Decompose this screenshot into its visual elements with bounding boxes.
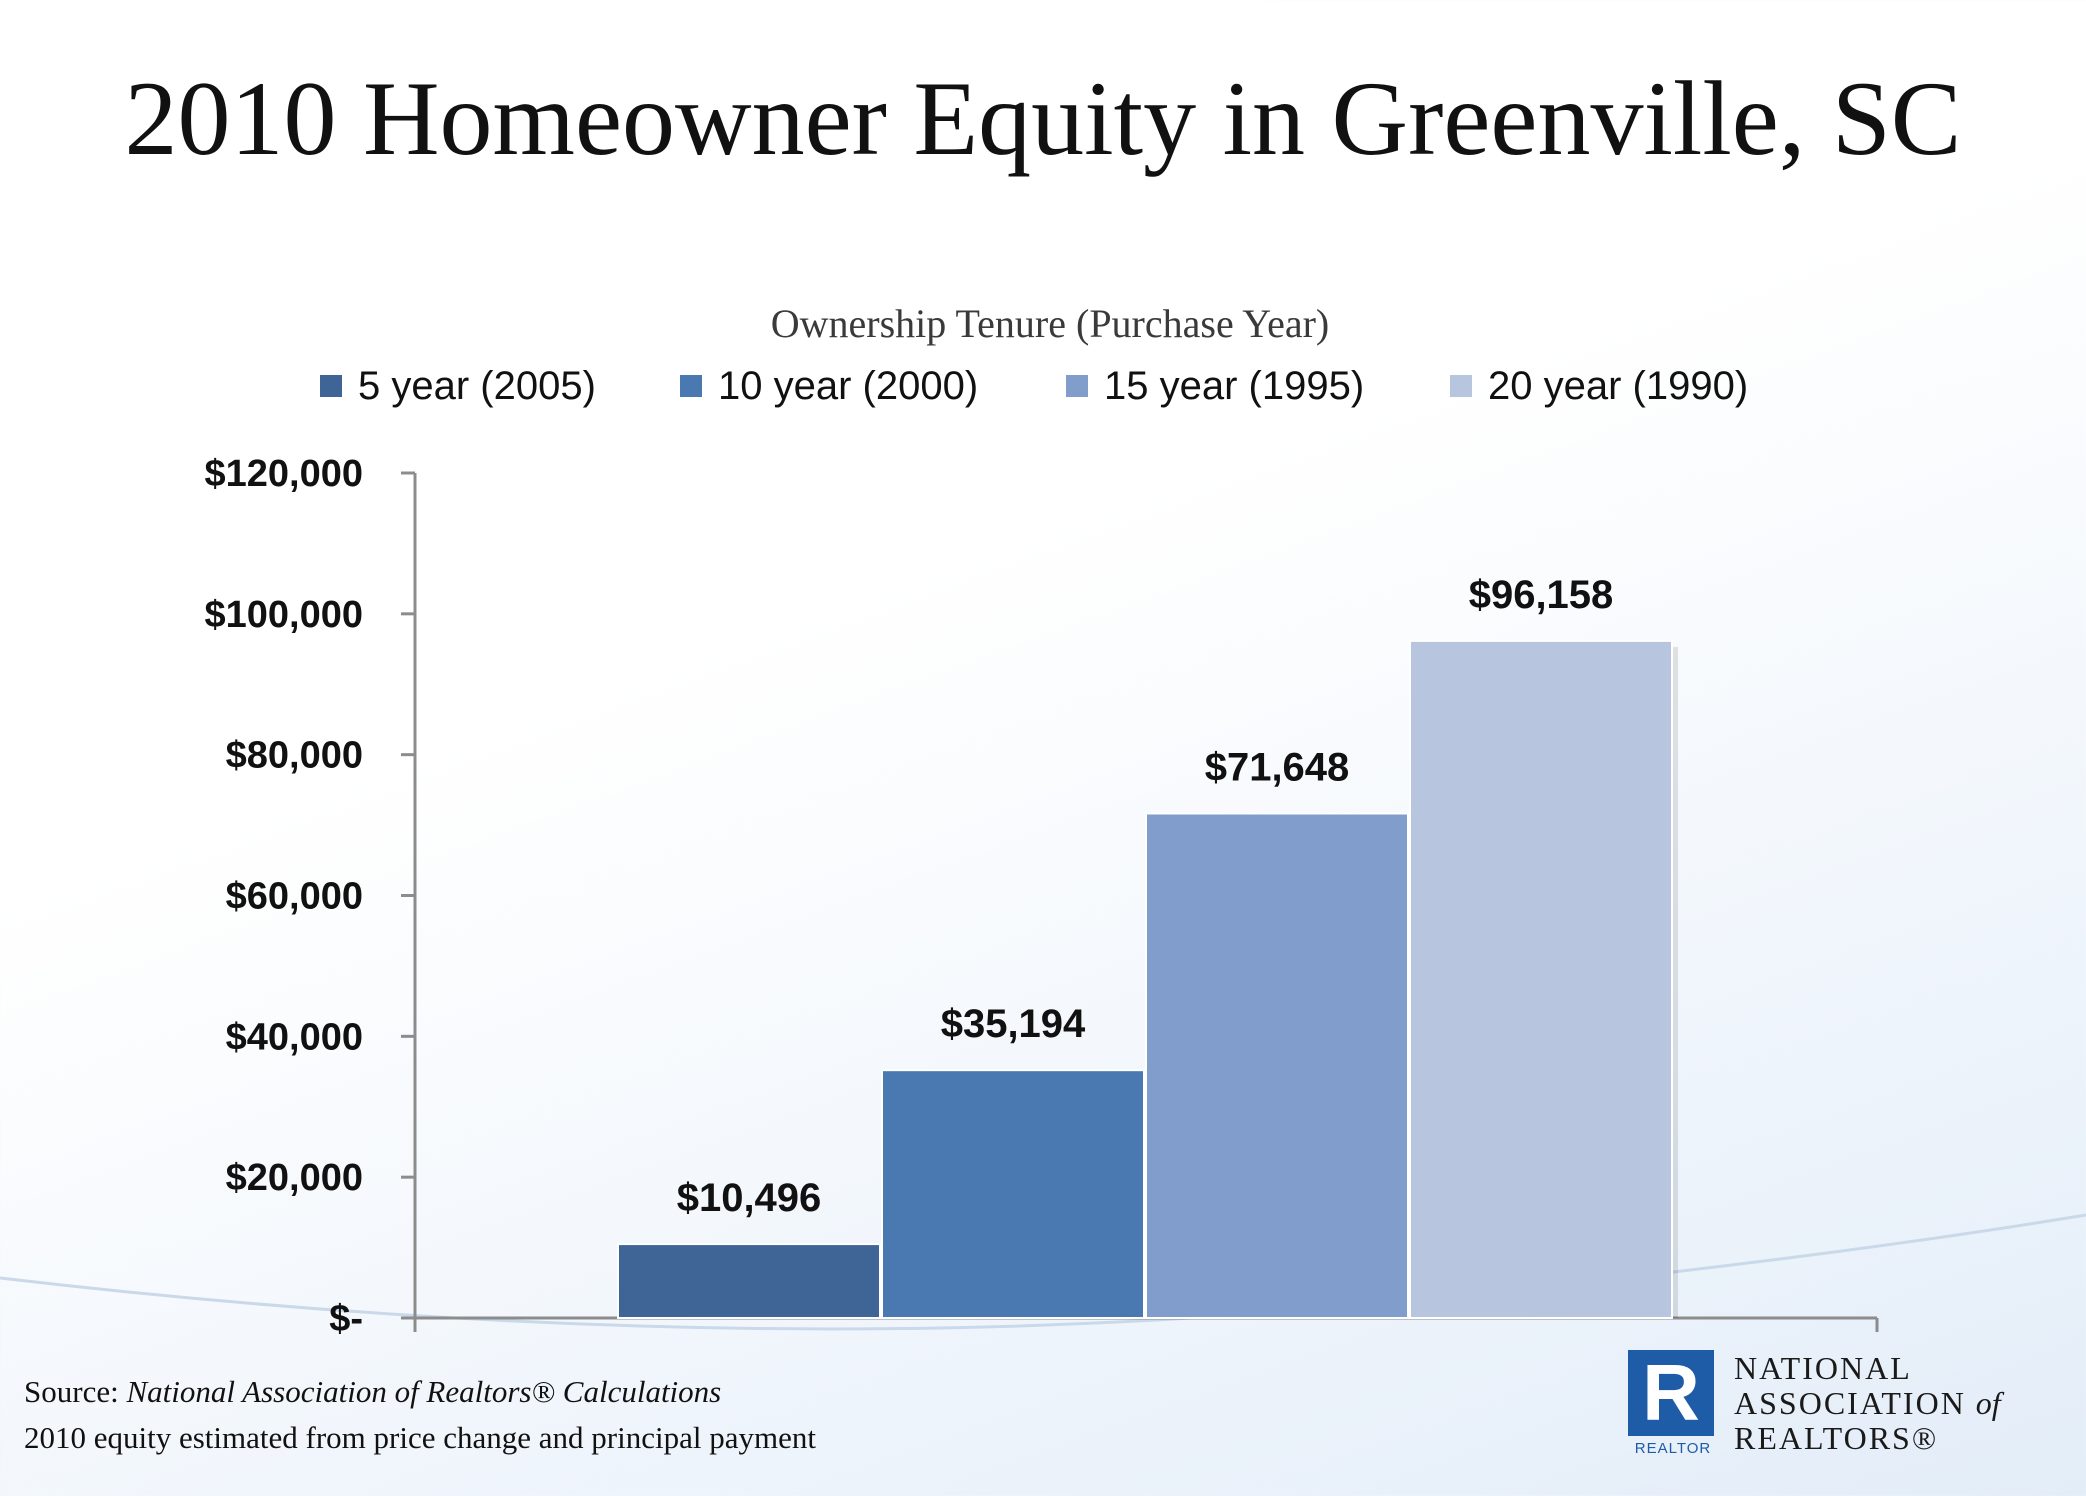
logo-mark-caption: REALTOR (1634, 1440, 1712, 1457)
logo-line-2-suffix: of (1975, 1385, 2001, 1421)
legend-swatch (1450, 375, 1472, 397)
bar-value-label: $10,496 (677, 1176, 822, 1220)
y-tick-label: $100,000 (205, 594, 364, 636)
y-tick-label: $80,000 (226, 735, 363, 777)
bar-value-label: $96,158 (1469, 573, 1614, 617)
source-name: National Association of Realtors® Calcul… (126, 1374, 722, 1409)
bar (617, 1243, 881, 1320)
bar (1145, 812, 1409, 1319)
y-tick-label: $40,000 (226, 1016, 363, 1058)
y-tick-label: $60,000 (226, 876, 363, 918)
logo-line-1: NATIONAL (1734, 1350, 1912, 1386)
legend-label: 10 year (2000) (718, 363, 979, 408)
source-prefix: Source: (24, 1374, 127, 1409)
y-tick-label: $20,000 (226, 1157, 363, 1199)
bars (617, 639, 1678, 1320)
legend-label: 5 year (2005) (358, 363, 596, 408)
legend-label: 15 year (1995) (1104, 363, 1365, 408)
bar-value-label: $71,648 (1205, 745, 1350, 789)
nar-logo: R REALTOR NATIONAL ASSOCIATION of REALTO… (1628, 1350, 2048, 1460)
y-tick-label: $- (329, 1298, 363, 1340)
legend-title: Ownership Tenure (Purchase Year) (770, 301, 1330, 346)
y-axis: $- $20,000 $40,000 $60,000 $80,000 $100,000 $1… (205, 453, 417, 1340)
page-title: 2010 Homeowner Equity in Greenville, SC (124, 60, 1962, 177)
legend-item: 20 year (1990) (1450, 358, 1748, 414)
source-line: Source: National Association of Realtors… (24, 1374, 721, 1410)
bar (881, 1069, 1145, 1319)
legend-swatch (680, 375, 702, 397)
bar (1409, 639, 1673, 1319)
legend-item: 15 year (1995) (1066, 358, 1364, 414)
legend-item: 5 year (2005) (320, 358, 596, 414)
logo-mark: R (1642, 1348, 1700, 1437)
source-note: 2010 equity estimated from price change … (24, 1420, 816, 1455)
bar-value-label: $35,194 (941, 1002, 1086, 1046)
logo-line-2-main: ASSOCIATION (1734, 1385, 1966, 1421)
legend-swatch (320, 375, 342, 397)
legend-swatch (1066, 375, 1088, 397)
logo-line-3: REALTORS® (1734, 1420, 1939, 1456)
logo-line-2: ASSOCIATION of (1734, 1385, 2001, 1422)
legend: 5 year (2005) 10 year (2000) 15 year (19… (0, 358, 2086, 414)
legend-label: 20 year (1990) (1488, 363, 1749, 408)
data-labels: $10,496 $35,194 $71,648 $96,158 (677, 573, 1614, 1220)
legend-item: 10 year (2000) (680, 358, 978, 414)
realtor-logo-icon: R (1628, 1350, 1714, 1436)
y-tick-label: $120,000 (205, 453, 364, 495)
